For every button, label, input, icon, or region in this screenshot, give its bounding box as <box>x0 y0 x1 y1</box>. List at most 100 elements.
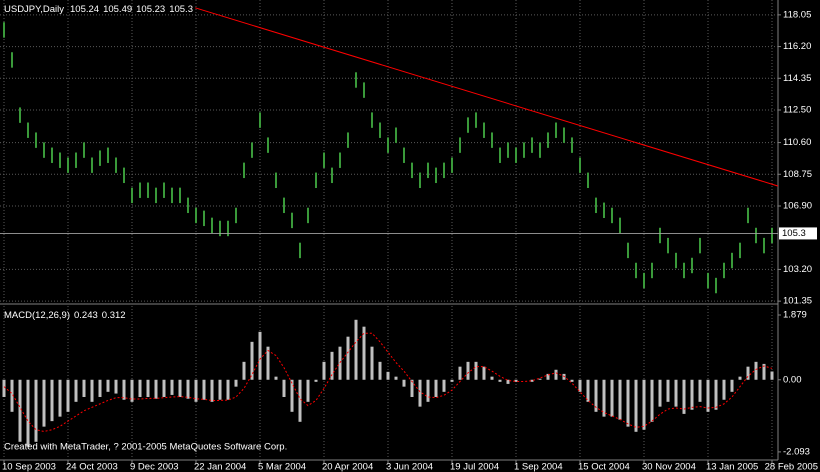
macd-bar <box>690 379 694 410</box>
macd-bar <box>210 379 214 402</box>
macd-bar <box>34 379 38 442</box>
macd-bar <box>418 379 422 407</box>
macd-bar <box>570 379 574 382</box>
macd-bar <box>362 326 366 380</box>
last-price-label: 105.3 <box>782 228 806 239</box>
macd-bar <box>26 379 30 447</box>
x-tick-label: 20 Apr 2004 <box>322 462 373 472</box>
macd-bar <box>474 361 478 380</box>
macd-bar <box>242 361 246 380</box>
macd-bar <box>458 366 462 380</box>
macd-bar <box>426 379 430 402</box>
y-tick-label: 110.60 <box>783 137 811 148</box>
y-tick-label: -2.093 <box>783 446 810 457</box>
y-tick-label: 108.75 <box>783 169 812 180</box>
annotation: Created with MetaTrader, ? 2001-2005 Met… <box>4 442 287 453</box>
macd-bar <box>74 379 78 402</box>
x-tick-label: 24 Oct 2003 <box>66 462 118 472</box>
macd-bar <box>58 379 62 417</box>
macd-bar <box>730 379 734 392</box>
macd-bar <box>354 319 358 380</box>
x-tick-label: 30 Nov 2004 <box>642 462 696 472</box>
header-value: 0.312 <box>102 310 126 321</box>
macd-bar <box>546 373 550 380</box>
header-value: 0.243 <box>74 310 98 321</box>
macd-bar <box>114 379 118 394</box>
y-tick-label: 116.20 <box>783 41 811 52</box>
macd-bar <box>82 379 86 397</box>
macd-bar <box>394 376 398 380</box>
macd-bar <box>714 379 718 410</box>
macd-bar <box>306 379 310 402</box>
macd-bar <box>490 376 494 380</box>
macd-bar <box>18 379 22 442</box>
macd-bar <box>322 361 326 380</box>
macd-bar <box>186 379 190 399</box>
macd-bar <box>594 379 598 412</box>
macd-bar <box>2 379 6 397</box>
macd-bar <box>746 366 750 380</box>
macd-bar <box>538 378 542 380</box>
x-tick-label: 9 Dec 2003 <box>130 462 179 472</box>
macd-bar <box>386 371 390 380</box>
macd-bar <box>178 379 182 397</box>
x-tick-label: 19 Jul 2004 <box>450 462 499 472</box>
macd-bar <box>554 369 558 380</box>
x-tick-label: 13 Jan 2005 <box>706 462 758 472</box>
x-tick-label: 3 Jun 2004 <box>386 462 433 472</box>
macd-bar <box>466 361 470 380</box>
macd-bar <box>738 376 742 380</box>
macd-bar <box>410 379 414 397</box>
macd-bar <box>634 379 638 432</box>
macd-bar <box>298 379 302 422</box>
x-tick-label: 22 Jan 2004 <box>194 462 246 472</box>
macd-bar <box>378 361 382 380</box>
macd-bar <box>218 379 222 400</box>
macd-bar <box>170 379 174 395</box>
macd-bar <box>338 346 342 380</box>
macd-bar <box>202 379 206 400</box>
trendline <box>195 7 778 187</box>
chart-title: MACD(12,26,9) <box>4 310 70 321</box>
y-tick-label: 0.00 <box>783 374 802 385</box>
macd-bar <box>482 366 486 380</box>
macd-bar <box>698 379 702 402</box>
y-tick-label: 114.35 <box>783 73 811 84</box>
macd-bar <box>274 376 278 380</box>
macd-bar <box>106 379 110 392</box>
macd-bar <box>346 336 350 380</box>
y-tick-label: 1.879 <box>783 310 807 321</box>
macd-bar <box>666 379 670 402</box>
macd-bar <box>194 379 198 402</box>
macd-bar <box>282 379 286 397</box>
labels: USDJPY,Daily 105.24 105.49 105.23 105.3 MACD… <box>2 4 818 472</box>
macd-bar <box>578 379 582 392</box>
chart-title: USDJPY,Daily <box>4 4 64 15</box>
y-tick-label: 118.05 <box>783 9 811 20</box>
macd-bar <box>250 341 254 380</box>
price-header: USDJPY,Daily 105.24 105.49 105.23 105.3 <box>4 4 193 15</box>
macd-bar <box>602 379 606 417</box>
x-tick-label: 1 Sep 2004 <box>514 462 563 472</box>
macd-bar <box>154 379 158 399</box>
last-price-box <box>779 227 817 240</box>
x-tick-label: 28 Feb 2005 <box>765 462 818 472</box>
header-value: 105.24 <box>70 4 99 15</box>
macd-bar <box>434 379 438 397</box>
y-tick-label: 101.35 <box>783 296 812 307</box>
x-tick-label: 15 Oct 2004 <box>578 462 630 472</box>
macd-bar <box>162 379 166 397</box>
macd-bar <box>50 379 54 422</box>
header-value: 105.23 <box>136 4 165 15</box>
macd-bar <box>722 379 726 400</box>
macd-bar <box>138 379 142 397</box>
macd-bar <box>770 371 774 380</box>
header-value: 105.3 <box>169 4 193 15</box>
macd-bar <box>130 379 134 402</box>
macd-bar <box>258 331 262 380</box>
macd-bar <box>90 379 94 402</box>
macd-bar <box>442 379 446 392</box>
